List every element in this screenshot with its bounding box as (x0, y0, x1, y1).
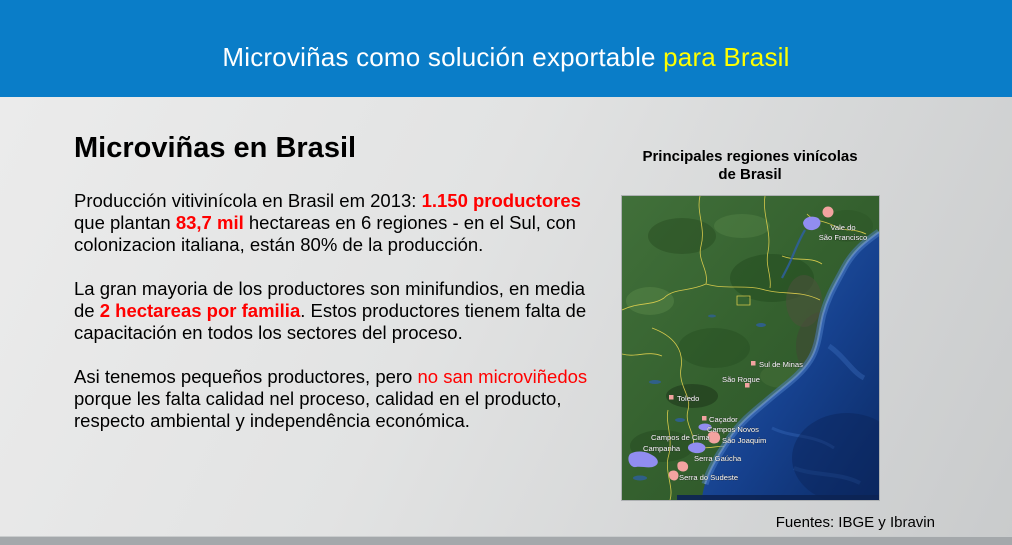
marker-vale-purple (802, 216, 820, 231)
body-text-column: Microviñas en Brasil Producción vitiviní… (74, 132, 592, 454)
text-run: Producción vitivinícola en Brasil em 201… (74, 190, 422, 211)
map-label-vale-do: Vale do (830, 223, 855, 232)
slide-header-band: Microviñas como solución exportable para… (0, 0, 1012, 97)
marker-toledo (668, 395, 673, 400)
marker-serra-do-sudeste-2 (668, 470, 679, 481)
text-run: porque les falta calidad nel proceso, ca… (74, 388, 562, 431)
marker-sao-joaquim (707, 431, 720, 444)
text-run: Asi tenemos pequeños productores, pero (74, 366, 418, 387)
map-label-cacador: Caçador (709, 415, 738, 424)
map-title: Principales regiones vinícolas de Brasil (620, 148, 880, 184)
map-region-markers (627, 206, 833, 481)
map-ocean (701, 232, 879, 500)
section-heading: Microviñas en Brasil (74, 132, 357, 164)
marker-cacador (701, 416, 706, 421)
map-rivers (632, 229, 806, 481)
text-run: La gran mayoria de los productores son m… (74, 278, 586, 321)
map-label-sul-de-minas: Sul de Minas (759, 360, 803, 369)
text-run: hectareas en 6 regiones - en el Sul, con… (74, 212, 576, 255)
paragraph-calidad: Asi tenemos pequeños productores, pero n… (74, 366, 592, 432)
map-label-campos-novos: Campos Novos (707, 425, 759, 434)
map-continental-shelf (701, 229, 902, 503)
map-label-sao-roque: São Roque (722, 375, 760, 384)
marker-vale-do-sao-francisco (822, 206, 833, 218)
marker-serra-do-sudeste-1 (676, 461, 688, 472)
marker-serra-gaucha (687, 442, 705, 454)
paragraph-production: Producción vitivinícola en Brasil em 201… (74, 190, 592, 256)
paragraph-minifundios: La gran mayoria de los productores son m… (74, 278, 592, 344)
slide-title-accent: para Brasil (663, 41, 790, 72)
source-note: Fuentes: IBGE y Ibravin (775, 514, 935, 531)
map-title-line2: de Brasil (718, 166, 782, 183)
map-label-serra-gaucha: Serra Gaúcha (694, 454, 742, 463)
text-run: . Estos productores tienem falta de capa… (74, 300, 587, 343)
marker-campanha (627, 451, 658, 468)
map-panel: Principales regiones vinícolas de Brasil (620, 148, 902, 505)
slide-title-main: Microviñas como solución exportable (222, 41, 664, 72)
map-label-sao-francisco: São Francisco (818, 233, 867, 242)
text-run-emphasis: 2 hectareas por familia (99, 300, 301, 321)
marker-sul-de-minas (750, 361, 755, 366)
slide-title: Microviñas como solución exportable para… (222, 25, 789, 73)
text-run-emphasis: no san microviñedos (417, 366, 588, 387)
map-title-line1: Principales regiones vinícolas (642, 148, 858, 165)
marker-sao-roque (744, 383, 749, 388)
map-label-toledo: Toledo (677, 394, 699, 403)
map-label-campos-de-cima: Campos de Cima (651, 433, 710, 442)
map-label-campanha: Campanha (643, 444, 681, 453)
text-run: que plantan (74, 212, 176, 233)
marker-campos-novos (698, 423, 711, 431)
text-run-emphasis: 83,7 mil (175, 212, 244, 233)
bottom-window-bar (0, 536, 1012, 545)
text-run-emphasis: 1.150 productores (421, 190, 581, 211)
map-label-sao-joaquim: São Joaquim (722, 436, 766, 445)
map-region-labels: Vale do São Francisco Sul de Minas São R… (642, 223, 867, 482)
brazil-wine-regions-map: Vale do São Francisco Sul de Minas São R… (620, 195, 902, 503)
map-label-serra-do-sudeste: Serra do Sudeste (679, 473, 738, 482)
map-image: Vale do São Francisco Sul de Minas São R… (621, 195, 902, 503)
map-bottom-edge (676, 495, 879, 500)
